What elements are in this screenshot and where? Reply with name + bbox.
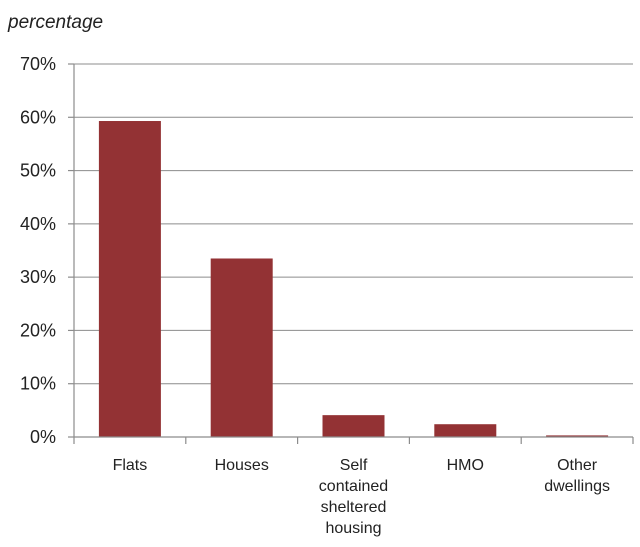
y-tick-label: 30%: [20, 267, 56, 287]
y-tick-label: 0%: [30, 427, 56, 447]
y-axis-title: percentage: [7, 12, 103, 33]
bar: [322, 415, 385, 437]
y-tick-label: 20%: [20, 320, 56, 340]
bar: [210, 258, 273, 437]
category-label: Self contained sheltered housing: [319, 457, 388, 537]
bars: [98, 121, 609, 437]
y-tick-label: 10%: [20, 374, 56, 394]
y-tick-label: 60%: [20, 107, 56, 127]
bar: [546, 435, 609, 437]
y-tick-labels: 0% 10% 20% 30% 40% 50% 60% 70%: [20, 54, 56, 447]
category-label: Other dwellings: [544, 457, 610, 495]
bar: [98, 121, 161, 437]
category-labels: Flats Houses Self contained sheltered housing…: [113, 457, 610, 537]
category-label: Flats: [113, 457, 148, 474]
gridlines: [74, 63, 633, 385]
y-tick-label: 40%: [20, 214, 56, 234]
y-tick-label: 50%: [20, 161, 56, 181]
bar: [434, 424, 497, 437]
y-tick-label: 70%: [20, 54, 56, 74]
category-label: Houses: [215, 457, 269, 474]
category-label: HMO: [447, 457, 484, 474]
x-axis: [68, 63, 634, 444]
